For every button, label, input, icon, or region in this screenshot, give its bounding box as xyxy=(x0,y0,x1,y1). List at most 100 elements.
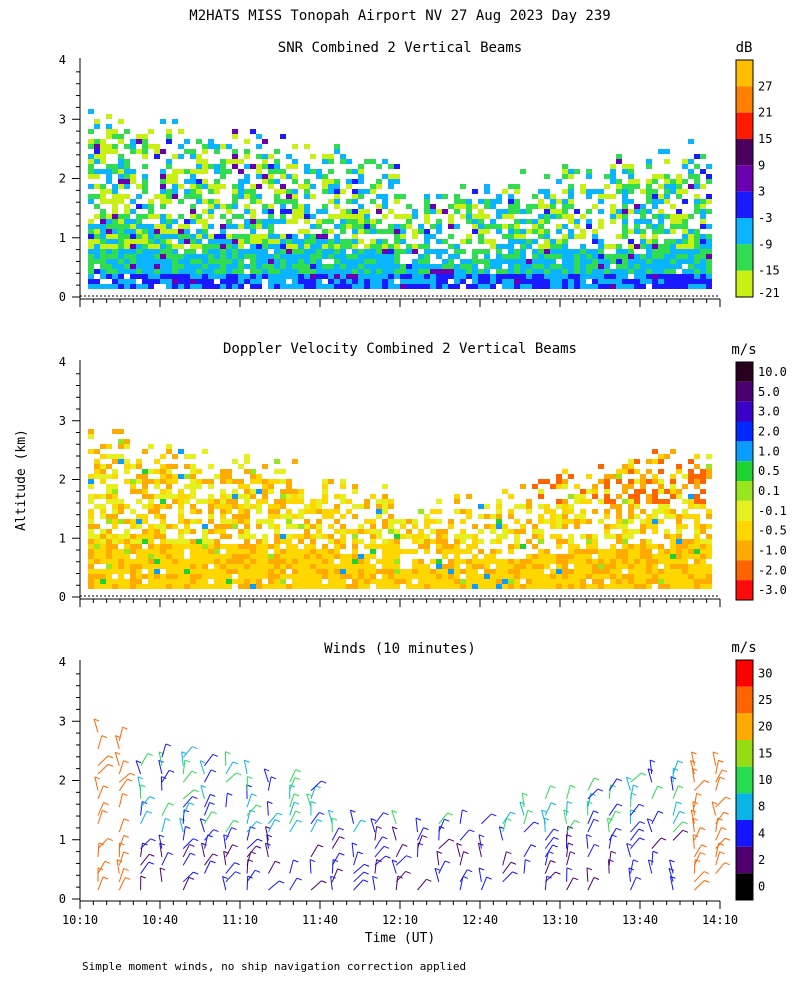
heatmap-cell xyxy=(178,274,184,279)
wind-barb-flag xyxy=(123,818,130,822)
heatmap-cell xyxy=(682,569,688,574)
heatmap-cell xyxy=(94,534,100,539)
heatmap-cell xyxy=(448,214,454,219)
heatmap-cell xyxy=(334,519,340,524)
heatmap-cell xyxy=(340,224,346,229)
heatmap-cell xyxy=(238,284,244,289)
heatmap-cell xyxy=(172,259,178,264)
heatmap-cell xyxy=(658,554,664,559)
heatmap-cell xyxy=(226,524,232,529)
heatmap-cell xyxy=(118,279,124,284)
heatmap-cell xyxy=(256,574,262,579)
heatmap-cell xyxy=(646,279,652,284)
heatmap-cell xyxy=(370,269,376,274)
wind-barb xyxy=(246,876,249,891)
heatmap-cell xyxy=(526,264,532,269)
wind-barb xyxy=(225,793,228,808)
heatmap-cell xyxy=(604,564,610,569)
wind-barb xyxy=(200,785,205,799)
heatmap-cell xyxy=(706,579,712,584)
heatmap-cell xyxy=(172,254,178,259)
heatmap-cell xyxy=(124,159,130,164)
heatmap-cell xyxy=(376,184,382,189)
heatmap-cell xyxy=(568,559,574,564)
heatmap-cell xyxy=(202,179,208,184)
heatmap-cell xyxy=(484,199,490,204)
heatmap-cell xyxy=(220,489,226,494)
heatmap-cell xyxy=(502,214,508,219)
heatmap-cell xyxy=(364,274,370,279)
heatmap-cell xyxy=(454,254,460,259)
heatmap-cell xyxy=(670,494,676,499)
heatmap-cell xyxy=(556,274,562,279)
heatmap-cell xyxy=(190,269,196,274)
wind-barb-flag xyxy=(295,769,301,773)
heatmap-cell xyxy=(652,554,658,559)
heatmap-cell xyxy=(172,219,178,224)
wind-barb-flag xyxy=(211,811,217,815)
heatmap-cell xyxy=(550,534,556,539)
footnote: Simple moment winds, no ship navigation … xyxy=(82,960,466,973)
heatmap-cell xyxy=(196,244,202,249)
heatmap-cell xyxy=(292,574,298,579)
heatmap-cell xyxy=(316,279,322,284)
wind-barb xyxy=(97,735,103,750)
heatmap-cell xyxy=(700,574,706,579)
heatmap-cell xyxy=(280,514,286,519)
heatmap-cell xyxy=(508,229,514,234)
heatmap-cell xyxy=(112,549,118,554)
heatmap-cell xyxy=(172,499,178,504)
heatmap-cell xyxy=(304,189,310,194)
heatmap-cell xyxy=(562,169,568,174)
heatmap-cell xyxy=(580,269,586,274)
heatmap-cell xyxy=(118,504,124,509)
heatmap-cell xyxy=(190,234,196,239)
wind-barb xyxy=(182,877,190,891)
heatmap-cell xyxy=(106,269,112,274)
heatmap-cell xyxy=(472,254,478,259)
wind-barb xyxy=(289,810,297,824)
heatmap-cell xyxy=(244,524,250,529)
heatmap-cell xyxy=(88,229,94,234)
heatmap-cell xyxy=(682,199,688,204)
heatmap-cell xyxy=(190,194,196,199)
heatmap-cell xyxy=(100,559,106,564)
heatmap-cell xyxy=(568,574,574,579)
heatmap-cell xyxy=(244,504,250,509)
heatmap-cell xyxy=(238,194,244,199)
heatmap-cell xyxy=(694,184,700,189)
heatmap-cell xyxy=(154,569,160,574)
heatmap-cell xyxy=(274,554,280,559)
heatmap-cell xyxy=(580,284,586,289)
colorbar-swatch xyxy=(736,381,753,402)
heatmap-cell xyxy=(226,249,232,254)
heatmap-cell xyxy=(106,574,112,579)
heatmap-cell xyxy=(676,174,682,179)
heatmap-cell xyxy=(358,574,364,579)
heatmap-cell xyxy=(124,569,130,574)
heatmap-cell xyxy=(370,244,376,249)
heatmap-cell xyxy=(268,554,274,559)
heatmap-cell xyxy=(292,584,298,589)
heatmap-cell xyxy=(388,544,394,549)
heatmap-cell xyxy=(160,244,166,249)
heatmap-cell xyxy=(94,549,100,554)
heatmap-cell xyxy=(628,179,634,184)
heatmap-cell xyxy=(118,509,124,514)
heatmap-cell xyxy=(418,254,424,259)
heatmap-cell xyxy=(676,464,682,469)
heatmap-cell xyxy=(250,274,256,279)
heatmap-cell xyxy=(616,189,622,194)
wind-barb xyxy=(438,826,440,841)
heatmap-cell xyxy=(238,559,244,564)
heatmap-cell xyxy=(124,164,130,169)
wind-barb xyxy=(246,870,256,883)
heatmap-cell xyxy=(382,584,388,589)
heatmap-cell xyxy=(292,494,298,499)
heatmap-cell xyxy=(220,234,226,239)
heatmap-cell xyxy=(706,164,712,169)
heatmap-cell xyxy=(580,569,586,574)
heatmap-cell xyxy=(364,264,370,269)
heatmap-cell xyxy=(310,254,316,259)
wind-barb xyxy=(544,860,551,874)
